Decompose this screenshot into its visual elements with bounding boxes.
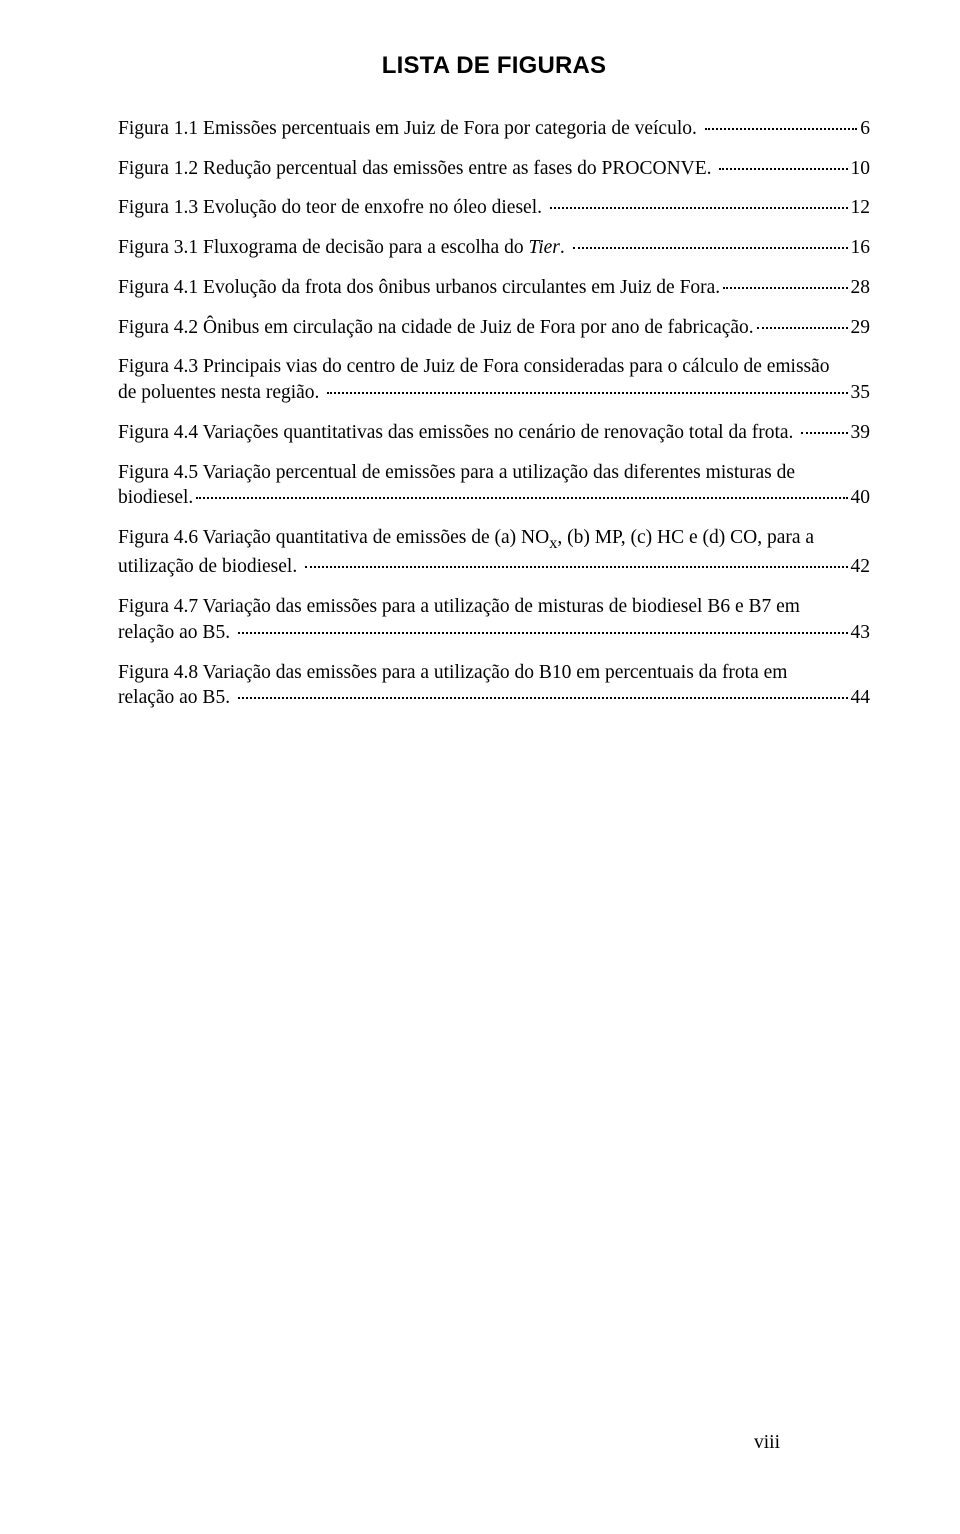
entry-last-line-text: Figura 1.2 Redução percentual das emissõ…: [118, 156, 716, 182]
list-item: Figura 4.6 Variação quantitativa de emis…: [118, 525, 870, 580]
entry-page-number: 44: [851, 685, 871, 711]
entry-page-number: 35: [851, 380, 871, 406]
entry-leader-row: Figura 3.1 Fluxograma de decisão para a …: [118, 235, 870, 261]
page-number: viii: [754, 1432, 780, 1454]
entry-page-number: 28: [851, 275, 871, 301]
leader-dots: [573, 232, 848, 250]
entry-page-number: 12: [851, 195, 871, 221]
list-item: Figura 3.1 Fluxograma de decisão para a …: [118, 235, 870, 261]
figure-list: Figura 1.1 Emissões percentuais em Juiz …: [118, 116, 870, 711]
entry-last-line-text: Figura 4.2 Ônibus em circulação na cidad…: [118, 315, 754, 341]
entry-page-number: 42: [851, 554, 871, 580]
leader-dots: [757, 311, 848, 329]
entry-leader-row: utilização de biodiesel. 42: [118, 554, 870, 580]
entry-leader-row: relação ao B5. 44: [118, 685, 870, 711]
leader-dots: [305, 551, 847, 569]
list-item: Figura 4.2 Ônibus em circulação na cidad…: [118, 315, 870, 341]
entry-leader-row: Figura 4.4 Variações quantitativas das e…: [118, 420, 870, 446]
list-item: Figura 1.1 Emissões percentuais em Juiz …: [118, 116, 870, 142]
leader-dots: [550, 192, 848, 210]
entry-last-line-text: Figura 3.1 Fluxograma de decisão para a …: [118, 235, 570, 261]
list-item: Figura 1.2 Redução percentual das emissõ…: [118, 156, 870, 182]
entry-last-line-text: relação ao B5.: [118, 685, 235, 711]
list-item: Figura 4.3 Principais vias do centro de …: [118, 354, 870, 405]
entry-leader-row: de poluentes nesta região. 35: [118, 380, 870, 406]
entry-last-line-text: relação ao B5.: [118, 620, 235, 646]
entry-page-number: 43: [851, 620, 871, 646]
entry-leader-row: Figura 1.2 Redução percentual das emissõ…: [118, 156, 870, 182]
list-item: Figura 4.5 Variação percentual de emissõ…: [118, 460, 870, 511]
entry-page-number: 6: [860, 116, 870, 142]
entry-last-line-text: de poluentes nesta região.: [118, 380, 324, 406]
entry-last-line-text: utilização de biodiesel.: [118, 554, 302, 580]
leader-dots: [238, 616, 848, 634]
page-title: LISTA DE FIGURAS: [118, 52, 870, 80]
entry-page-number: 10: [851, 156, 871, 182]
list-item: Figura 4.7 Variação das emissões para a …: [118, 594, 870, 645]
leader-dots: [705, 112, 858, 130]
list-item: Figura 4.4 Variações quantitativas das e…: [118, 420, 870, 446]
entry-last-line-text: biodiesel.: [118, 485, 193, 511]
list-item: Figura 4.8 Variação das emissões para a …: [118, 660, 870, 711]
leader-dots: [801, 416, 847, 434]
entry-last-line-text: Figura 4.4 Variações quantitativas das e…: [118, 420, 798, 446]
list-item: Figura 1.3 Evolução do teor de enxofre n…: [118, 195, 870, 221]
entry-leader-row: biodiesel. 40: [118, 485, 870, 511]
entry-page-number: 40: [851, 485, 871, 511]
entry-leader-row: Figura 1.1 Emissões percentuais em Juiz …: [118, 116, 870, 142]
entry-last-line-text: Figura 1.3 Evolução do teor de enxofre n…: [118, 195, 547, 221]
entry-last-line-text: Figura 1.1 Emissões percentuais em Juiz …: [118, 116, 702, 142]
entry-page-number: 16: [851, 235, 871, 261]
entry-leader-row: relação ao B5. 43: [118, 620, 870, 646]
entry-leader-row: Figura 1.3 Evolução do teor de enxofre n…: [118, 195, 870, 221]
leader-dots: [719, 152, 847, 170]
entry-last-line-text: Figura 4.1 Evolução da frota dos ônibus …: [118, 275, 720, 301]
leader-dots: [327, 377, 847, 395]
leader-dots: [723, 271, 847, 289]
leader-dots: [196, 482, 847, 500]
list-item: Figura 4.1 Evolução da frota dos ônibus …: [118, 275, 870, 301]
entry-leader-row: Figura 4.1 Evolução da frota dos ônibus …: [118, 275, 870, 301]
entry-page-number: 39: [851, 420, 871, 446]
entry-page-number: 29: [851, 315, 871, 341]
entry-leader-row: Figura 4.2 Ônibus em circulação na cidad…: [118, 315, 870, 341]
leader-dots: [238, 682, 848, 700]
